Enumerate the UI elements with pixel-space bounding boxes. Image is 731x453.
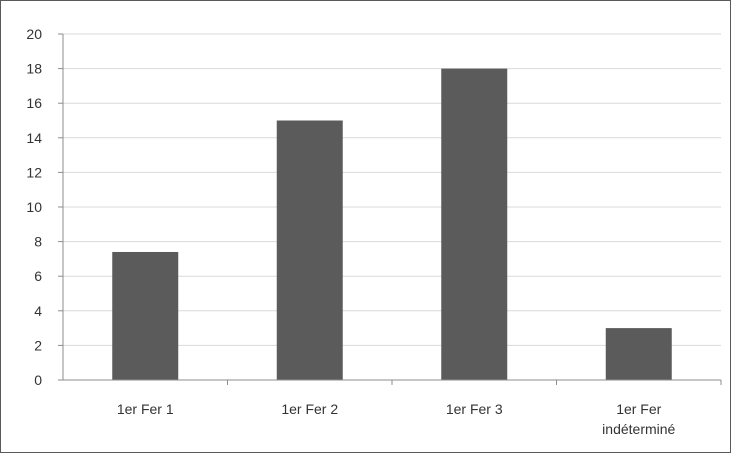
y-tick-label: 4 [34, 303, 42, 319]
y-tick-label: 18 [26, 61, 42, 77]
x-category-label: 1er Fer 3 [446, 401, 503, 417]
y-tick-label: 20 [26, 26, 42, 42]
bars [112, 68, 672, 380]
bar [605, 328, 672, 380]
y-tick-label: 8 [34, 234, 42, 250]
bar [112, 251, 179, 380]
y-tick-label: 6 [34, 268, 42, 284]
y-tick-label: 2 [34, 337, 42, 353]
y-tick-label: 12 [26, 164, 42, 180]
axes [58, 33, 722, 385]
y-tick-label: 16 [26, 95, 42, 111]
x-category-label: indéterminé [602, 421, 675, 437]
y-tick-label: 0 [34, 372, 42, 388]
bar [276, 120, 343, 380]
x-category-label: 1er Fer 2 [281, 401, 338, 417]
x-category-label: 1er Fer 1 [117, 401, 174, 417]
bar [441, 68, 508, 380]
y-tick-label: 10 [26, 199, 42, 215]
x-category-label: 1er Fer [616, 401, 661, 417]
y-tick-label: 14 [26, 130, 42, 146]
labels: 0 2 4 6 8 10 12 14 16 18 20 1er Fer 1 1er Fer 2 1er F… [26, 26, 675, 437]
